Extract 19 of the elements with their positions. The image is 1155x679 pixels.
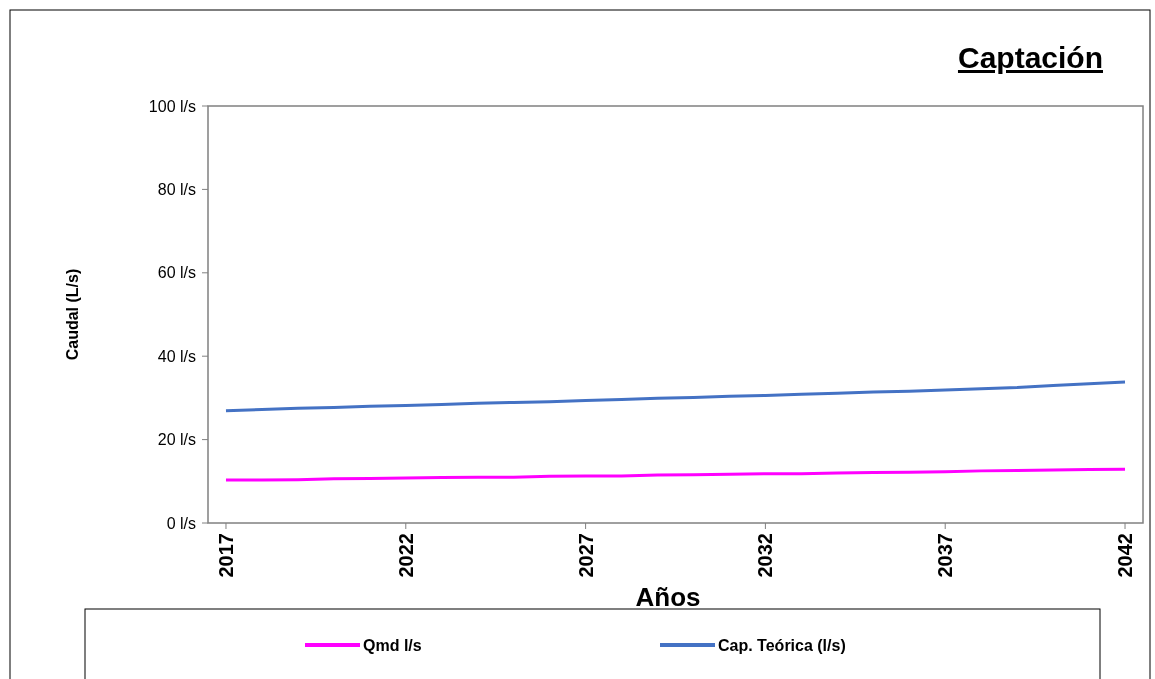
x-tick-label: 2017	[214, 533, 237, 578]
x-tick-label: 2037	[934, 533, 957, 578]
line-series	[224, 380, 1127, 413]
y-axis-title: Caudal (L/s)	[64, 268, 81, 361]
x-tick-label: 2042	[1114, 533, 1137, 578]
x-tick-label: 2027	[574, 533, 597, 578]
chart-title: Captación	[957, 41, 1103, 74]
x-tick-label: 2032	[754, 533, 777, 578]
y-tick-label: 60 l/s	[157, 264, 196, 282]
legend-label: Cap. Teórica (l/s)	[718, 636, 846, 654]
x-tick-label: 2022	[394, 533, 417, 578]
x-axis-title: Años	[635, 582, 701, 612]
y-tick-label: 0 l/s	[166, 514, 196, 532]
y-tick-label: 100 l/s	[148, 97, 196, 115]
y-tick-label: 20 l/s	[157, 431, 196, 449]
y-tick-label: 40 l/s	[157, 347, 196, 365]
y-tick-label: 80 l/s	[157, 181, 196, 198]
legend-label: Qmd l/s	[363, 636, 422, 654]
line-series	[224, 467, 1127, 482]
